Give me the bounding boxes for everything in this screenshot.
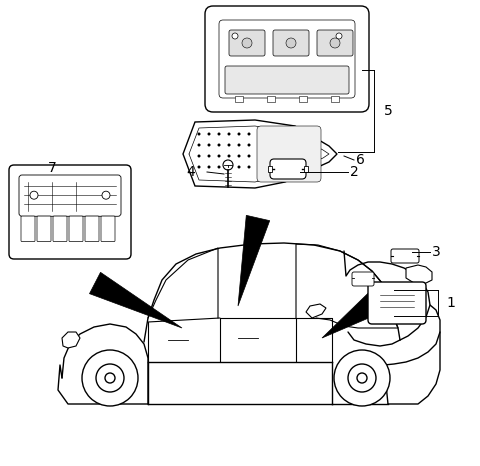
Circle shape [357, 373, 367, 383]
Circle shape [286, 38, 296, 48]
Circle shape [197, 132, 201, 136]
Text: 6: 6 [356, 153, 365, 167]
FancyBboxPatch shape [273, 30, 309, 56]
Circle shape [334, 350, 390, 406]
Circle shape [197, 144, 201, 146]
FancyBboxPatch shape [225, 66, 349, 94]
FancyBboxPatch shape [53, 216, 67, 241]
Text: 1: 1 [446, 296, 455, 310]
FancyBboxPatch shape [85, 216, 99, 241]
Circle shape [238, 155, 240, 158]
Circle shape [217, 132, 220, 136]
Circle shape [232, 33, 238, 39]
Polygon shape [183, 120, 337, 188]
Bar [267, 96, 275, 102]
FancyBboxPatch shape [270, 159, 306, 179]
Circle shape [248, 132, 251, 136]
Circle shape [217, 155, 220, 158]
Circle shape [248, 155, 251, 158]
Circle shape [207, 132, 211, 136]
Bar [299, 96, 307, 102]
Circle shape [197, 155, 201, 158]
Polygon shape [238, 215, 270, 306]
Bar [331, 96, 339, 102]
FancyBboxPatch shape [317, 30, 353, 56]
Circle shape [348, 364, 376, 392]
Circle shape [105, 373, 115, 383]
Circle shape [96, 364, 124, 392]
Circle shape [238, 165, 240, 169]
FancyBboxPatch shape [21, 216, 35, 241]
Text: 4: 4 [186, 165, 195, 179]
FancyBboxPatch shape [391, 249, 419, 263]
Polygon shape [89, 272, 182, 328]
Circle shape [217, 144, 220, 146]
FancyBboxPatch shape [368, 282, 426, 324]
FancyBboxPatch shape [257, 126, 321, 182]
FancyBboxPatch shape [37, 216, 51, 241]
Circle shape [248, 144, 251, 146]
Circle shape [330, 38, 340, 48]
Circle shape [242, 38, 252, 48]
Circle shape [228, 155, 230, 158]
Polygon shape [322, 292, 383, 338]
Circle shape [82, 350, 138, 406]
Circle shape [248, 165, 251, 169]
Circle shape [228, 165, 230, 169]
Text: 5: 5 [384, 104, 393, 118]
FancyBboxPatch shape [219, 20, 355, 98]
Circle shape [238, 132, 240, 136]
Circle shape [223, 160, 233, 170]
Circle shape [207, 165, 211, 169]
Circle shape [102, 191, 110, 199]
Circle shape [207, 155, 211, 158]
Circle shape [30, 191, 38, 199]
Circle shape [217, 165, 220, 169]
Circle shape [228, 132, 230, 136]
FancyBboxPatch shape [9, 165, 131, 259]
Circle shape [228, 144, 230, 146]
Polygon shape [62, 332, 80, 348]
Polygon shape [406, 265, 432, 284]
FancyBboxPatch shape [352, 272, 374, 286]
Bar [235, 96, 243, 102]
FancyBboxPatch shape [69, 216, 83, 241]
Circle shape [238, 144, 240, 146]
Polygon shape [306, 304, 326, 318]
Circle shape [336, 33, 342, 39]
Text: 7: 7 [48, 161, 57, 175]
FancyBboxPatch shape [205, 6, 369, 112]
Circle shape [197, 165, 201, 169]
Text: 3: 3 [432, 245, 441, 259]
FancyBboxPatch shape [229, 30, 265, 56]
Text: 2: 2 [350, 165, 359, 179]
Bar [304, 166, 308, 172]
FancyBboxPatch shape [101, 216, 115, 241]
Circle shape [207, 144, 211, 146]
FancyBboxPatch shape [19, 175, 121, 216]
Bar [268, 166, 272, 172]
